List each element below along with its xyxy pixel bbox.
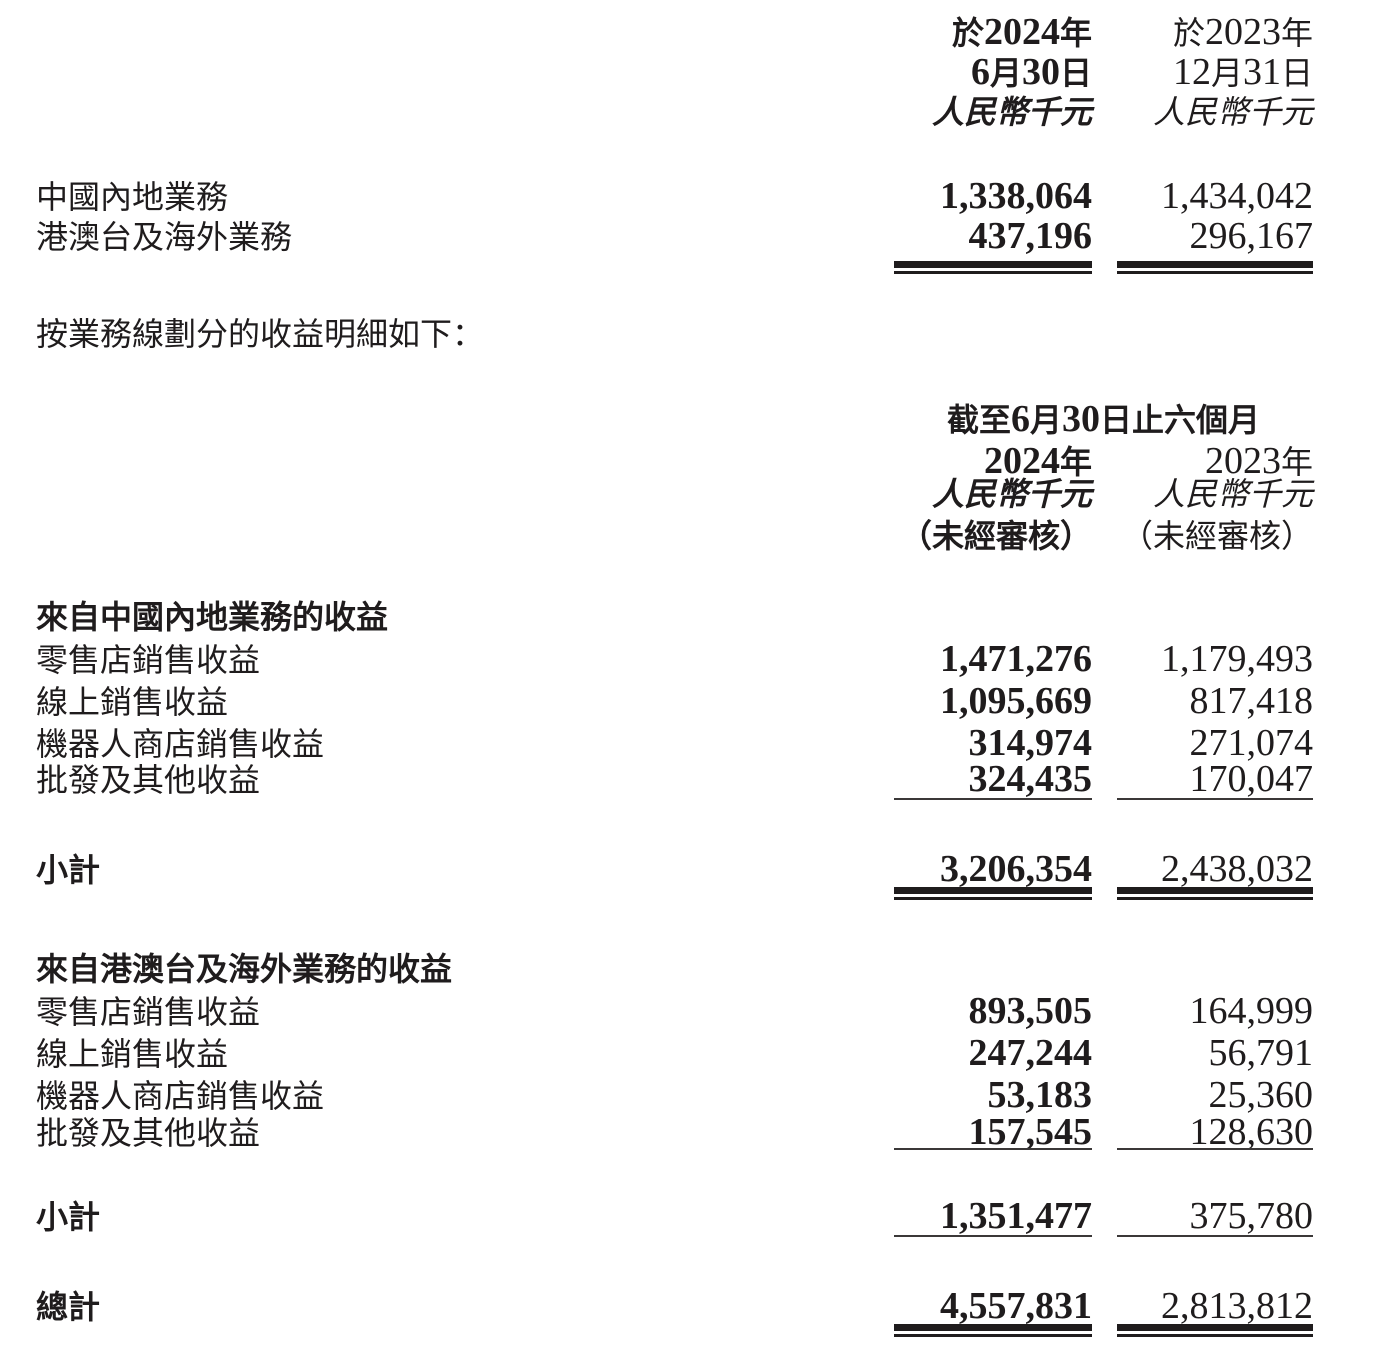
geo-table-header-line1: 於2024年 於2023年 — [0, 12, 1381, 53]
bl-header-2024-currency: 人民幣千元 — [931, 476, 1092, 512]
value-2024: 893,505 — [968, 990, 1093, 1032]
period-header: 截至6月30日止六個月 — [946, 398, 1261, 440]
total-2024: 4,557,831 — [940, 1285, 1092, 1327]
value-2024: 53,183 — [987, 1074, 1093, 1116]
subtotal-label: 小計 — [36, 852, 101, 888]
value-2023: 296,167 — [1189, 215, 1314, 257]
bl-header-2023-currency: 人民幣千元 — [1152, 476, 1313, 512]
table-row: 批發及其他收益 324,435 170,047 — [0, 759, 1381, 800]
value-2023: 1,434,042 — [1161, 175, 1313, 217]
row-label-robot-shops: 機器人商店銷售收益 — [36, 726, 325, 762]
table-row: 批發及其他收益 157,545 128,630 — [0, 1112, 1381, 1153]
section-title-overseas-revenue: 來自港澳台及海外業務的收益 — [36, 951, 453, 987]
value-2023: 1,179,493 — [1161, 638, 1313, 680]
bl-header-year-row: 2024年 2023年 — [0, 441, 1381, 482]
table-row: 中國內地業務 1,338,064 1,434,042 — [0, 176, 1381, 217]
bl-header-audit-row: （未經審核） （未經審核） — [0, 516, 1381, 556]
value-2023: 817,418 — [1189, 680, 1314, 722]
geo-header-2024-currency: 人民幣千元 — [931, 94, 1092, 130]
value-2023: 164,999 — [1189, 990, 1314, 1032]
double-rule — [1117, 1324, 1313, 1337]
value-2023: 128,630 — [1189, 1111, 1314, 1153]
double-rule — [894, 1324, 1092, 1337]
row-label-online-sales: 線上銷售收益 — [36, 684, 229, 720]
bl-header-currency-row: 人民幣千元 人民幣千元 — [0, 474, 1381, 514]
bl-header-2024-unaudited: （未經審核） — [899, 518, 1092, 554]
value-2024: 157,545 — [968, 1111, 1093, 1153]
sum-rule — [894, 1235, 1092, 1237]
bl-header-2024-year: 2024年 — [983, 440, 1092, 482]
subtotal-row: 小計 1,351,477 375,780 — [0, 1196, 1381, 1237]
subtotal-2024: 3,206,354 — [940, 848, 1092, 890]
table-row: 線上銷售收益 247,244 56,791 — [0, 1033, 1381, 1074]
subtotal-2023: 2,438,032 — [1161, 848, 1313, 890]
value-2023: 25,360 — [1208, 1074, 1314, 1116]
row-label-overseas-business: 港澳台及海外業務 — [36, 219, 293, 255]
table-row: 線上銷售收益 1,095,669 817,418 — [0, 681, 1381, 722]
double-rule — [894, 261, 1092, 274]
total-2023: 2,813,812 — [1161, 1285, 1313, 1327]
sum-rule — [894, 1148, 1092, 1150]
geo-table-header-line3: 人民幣千元 人民幣千元 — [0, 92, 1381, 132]
row-label-online-sales: 線上銷售收益 — [36, 1036, 229, 1072]
total-row: 總計 4,557,831 2,813,812 — [0, 1286, 1381, 1327]
total-label: 總計 — [36, 1289, 101, 1325]
section-header-row: 來自港澳台及海外業務的收益 — [0, 949, 1381, 989]
bl-header-2023-year: 2023年 — [1204, 440, 1313, 482]
geo-header-2023-date: 於2023年 — [1172, 11, 1313, 53]
bl-header-2023-unaudited: （未經審核） — [1120, 518, 1313, 554]
table-row: 港澳台及海外業務 437,196 296,167 — [0, 216, 1381, 257]
value-2024: 314,974 — [968, 722, 1093, 764]
sum-rule — [1117, 1148, 1313, 1150]
row-label-retail-stores: 零售店銷售收益 — [36, 994, 261, 1030]
intro-row: 按業務線劃分的收益明細如下： — [0, 314, 1381, 354]
table-row: 機器人商店銷售收益 53,183 25,360 — [0, 1075, 1381, 1116]
geo-header-2024-day: 6月30日 — [970, 51, 1092, 93]
double-rule — [894, 887, 1092, 900]
sum-rule — [894, 798, 1092, 800]
table-row: 零售店銷售收益 1,471,276 1,179,493 — [0, 639, 1381, 680]
geo-header-2023-day: 12月31日 — [1172, 51, 1313, 93]
geo-table-header-line2: 6月30日 12月31日 — [0, 52, 1381, 93]
double-rule — [1117, 887, 1313, 900]
table-row: 機器人商店銷售收益 314,974 271,074 — [0, 723, 1381, 764]
double-rule — [1117, 261, 1313, 274]
row-label-wholesale-other: 批發及其他收益 — [36, 1115, 261, 1151]
value-2023: 170,047 — [1189, 758, 1314, 800]
value-2023: 56,791 — [1208, 1032, 1314, 1074]
geo-header-2023-currency: 人民幣千元 — [1152, 94, 1313, 130]
geo-header-2024-date: 於2024年 — [951, 11, 1092, 53]
row-label-mainland-business: 中國內地業務 — [36, 179, 229, 215]
value-2024: 1,095,669 — [940, 680, 1092, 722]
row-label-wholesale-other: 批發及其他收益 — [36, 762, 261, 798]
row-label-retail-stores: 零售店銷售收益 — [36, 642, 261, 678]
section-header-row: 來自中國內地業務的收益 — [0, 597, 1381, 637]
value-2024: 324,435 — [968, 758, 1093, 800]
section-title-mainland-revenue: 來自中國內地業務的收益 — [36, 599, 389, 635]
value-2023: 271,074 — [1189, 722, 1314, 764]
value-2024: 247,244 — [968, 1032, 1093, 1074]
sum-rule — [1117, 1235, 1313, 1237]
subtotal-2023: 375,780 — [1189, 1195, 1314, 1237]
subtotal-row: 小計 3,206,354 2,438,032 — [0, 849, 1381, 890]
table-row: 零售店銷售收益 893,505 164,999 — [0, 991, 1381, 1032]
value-2024: 437,196 — [968, 215, 1093, 257]
intro-text: 按業務線劃分的收益明細如下： — [36, 316, 485, 352]
subtotal-2024: 1,351,477 — [940, 1195, 1092, 1237]
row-label-robot-shops: 機器人商店銷售收益 — [36, 1078, 325, 1114]
sum-rule — [1117, 798, 1313, 800]
value-2024: 1,471,276 — [940, 638, 1092, 680]
subtotal-label: 小計 — [36, 1199, 101, 1235]
value-2024: 1,338,064 — [940, 175, 1092, 217]
